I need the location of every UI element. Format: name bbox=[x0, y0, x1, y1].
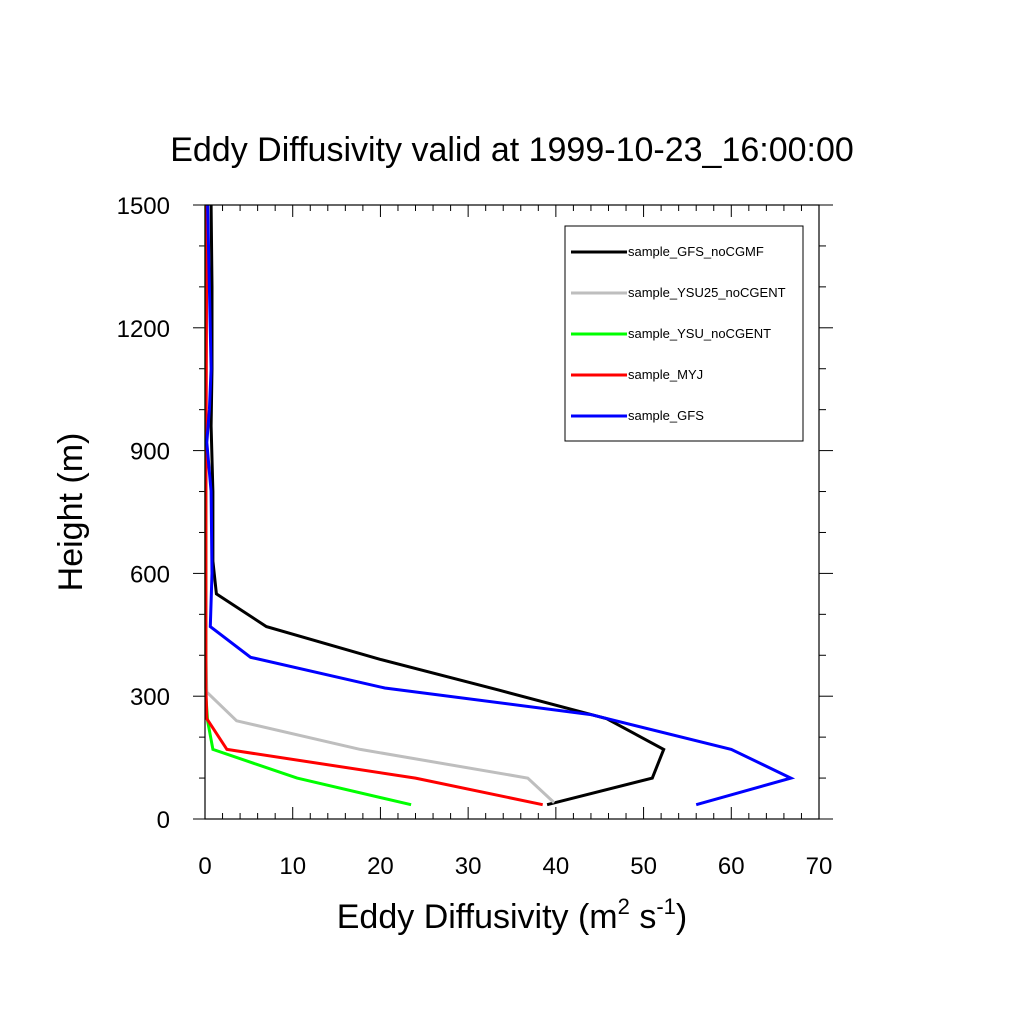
legend-label: sample_YSU_noCGENT bbox=[628, 326, 771, 341]
x-tick-label: 60 bbox=[718, 853, 745, 880]
x-tick-label: 10 bbox=[279, 853, 306, 880]
series-line-sample_MYJ bbox=[204, 204, 544, 807]
legend-label: sample_YSU25_noCGENT bbox=[628, 285, 786, 300]
y-tick-label: 1200 bbox=[117, 316, 170, 343]
x-axis-label-sup2: -1 bbox=[656, 894, 676, 919]
x-tick-label: 20 bbox=[367, 853, 394, 880]
y-tick-label: 0 bbox=[157, 807, 170, 834]
x-axis-label-sup1: 2 bbox=[618, 894, 630, 919]
chart-title: Eddy Diffusivity valid at 1999-10-23_16:… bbox=[170, 131, 854, 169]
x-axis-label-main: Eddy Diffusivity (m bbox=[337, 898, 618, 936]
y-tick-label: 1500 bbox=[117, 193, 170, 220]
legend: sample_GFS_noCGMF sample_YSU25_noCGENTsam… bbox=[564, 225, 804, 442]
series-lines bbox=[204, 204, 796, 807]
x-tick-label: 50 bbox=[630, 853, 657, 880]
y-tick-label: 900 bbox=[130, 439, 170, 466]
series-line-sample_GFS bbox=[205, 204, 796, 807]
x-axis-label: Eddy Diffusivity (m2 s-1) bbox=[337, 894, 687, 936]
x-tick-label: 30 bbox=[455, 853, 482, 880]
x-axis-label-end: ) bbox=[676, 898, 687, 936]
legend-label: sample_GFS bbox=[628, 408, 704, 423]
x-axis-label-mid: s bbox=[630, 898, 656, 936]
axis-ticks: 0 10 20 30 40 50 60 70 0 300 600 900 1200 1500 bbox=[117, 193, 833, 880]
y-tick-label: 600 bbox=[130, 561, 170, 588]
x-tick-label: 0 bbox=[198, 853, 211, 880]
x-tick-label: 40 bbox=[543, 853, 570, 880]
legend-label: sample_MYJ bbox=[628, 367, 703, 382]
y-axis-label: Height (m) bbox=[52, 433, 90, 592]
plot-frame bbox=[204, 204, 820, 820]
x-tick-label: 70 bbox=[806, 853, 833, 880]
y-tick-label: 300 bbox=[130, 684, 170, 711]
legend-label: sample_GFS_noCGMF bbox=[628, 244, 764, 259]
